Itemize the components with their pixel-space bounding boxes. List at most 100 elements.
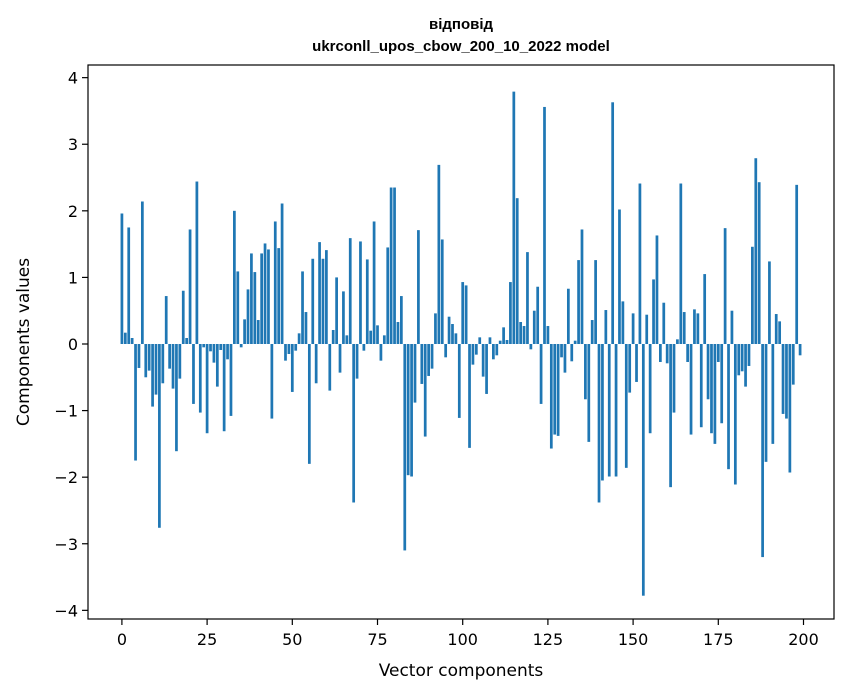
bar-22 <box>195 181 199 344</box>
bar-100 <box>461 282 465 344</box>
plot-frame <box>87 64 835 620</box>
x-tick-label: 200 <box>788 630 819 649</box>
bar-53 <box>301 271 304 344</box>
bar-108 <box>488 337 492 344</box>
bar-16 <box>175 344 178 452</box>
bar-118 <box>522 326 526 344</box>
bar-0 <box>120 213 124 344</box>
bar-188 <box>761 344 764 558</box>
bar-97 <box>451 324 454 344</box>
bar-140 <box>597 344 601 503</box>
bar-193 <box>778 321 782 344</box>
bar-174 <box>713 344 717 444</box>
bar-32 <box>229 344 233 416</box>
bar-93 <box>437 164 441 344</box>
bar-147 <box>621 301 625 344</box>
bar-7 <box>144 344 148 378</box>
bar-15 <box>171 344 175 389</box>
bar-194 <box>781 344 785 414</box>
bar-133 <box>573 340 577 344</box>
bar-42 <box>263 243 267 344</box>
x-tick-label: 50 <box>282 630 302 649</box>
bar-172 <box>706 344 710 400</box>
x-tick-label: 0 <box>117 630 127 649</box>
bar-106 <box>481 344 485 377</box>
x-tick-label: 100 <box>447 630 478 649</box>
bar-98 <box>454 333 458 344</box>
bar-177 <box>723 228 727 344</box>
bar-18 <box>181 290 185 344</box>
bar-57 <box>314 344 318 384</box>
bar-129 <box>560 344 563 358</box>
bar-112 <box>502 327 505 344</box>
bar-60 <box>325 250 328 344</box>
bar-192 <box>774 314 778 344</box>
bar-183 <box>744 344 747 387</box>
bar-5 <box>137 344 141 368</box>
x-axis-ticks: 0 25 50 75 100 125 150 175 200 <box>117 619 819 649</box>
bar-84 <box>406 344 410 476</box>
x-axis-label: Vector components <box>379 661 544 681</box>
bars-group <box>120 91 802 596</box>
bar-143 <box>607 344 611 477</box>
bar-163 <box>676 339 679 344</box>
bar-37 <box>246 289 250 344</box>
bar-86 <box>413 344 417 403</box>
bar-150 <box>631 313 635 344</box>
bar-24 <box>202 344 206 348</box>
bar-116 <box>515 198 519 344</box>
bar-138 <box>590 320 594 344</box>
bar-158 <box>659 344 662 362</box>
bar-109 <box>492 344 495 360</box>
y-tick-label: 4 <box>68 69 78 88</box>
bar-33 <box>233 210 236 344</box>
bar-198 <box>795 184 799 344</box>
bar-102 <box>468 344 471 448</box>
bar-74 <box>372 221 376 344</box>
bar-65 <box>342 291 345 344</box>
bar-77 <box>382 335 386 344</box>
bar-85 <box>410 344 413 477</box>
bar-164 <box>679 183 683 344</box>
y-tick-label: −3 <box>54 535 78 554</box>
bar-41 <box>260 253 263 344</box>
bar-76 <box>379 344 383 361</box>
bar-156 <box>652 279 655 344</box>
y-tick-label: 0 <box>68 335 78 354</box>
bar-55 <box>307 344 311 464</box>
bar-146 <box>618 209 621 344</box>
bar-180 <box>733 344 737 485</box>
bar-94 <box>440 239 444 344</box>
bar-72 <box>365 259 369 344</box>
bar-40 <box>256 320 260 344</box>
bar-96 <box>447 316 451 344</box>
bar-81 <box>396 322 400 344</box>
bar-149 <box>628 344 632 393</box>
bar-107 <box>485 344 488 394</box>
bar-31 <box>226 344 229 360</box>
bar-123 <box>539 344 543 404</box>
y-tick-label: 1 <box>68 268 78 287</box>
bar-171 <box>703 274 707 344</box>
bar-91 <box>430 344 434 369</box>
bar-160 <box>665 344 669 364</box>
bar-144 <box>611 102 615 344</box>
bar-75 <box>376 325 379 344</box>
bar-137 <box>587 344 591 442</box>
bar-157 <box>655 235 659 344</box>
bar-101 <box>464 285 468 344</box>
bar-19 <box>185 338 189 344</box>
bar-78 <box>386 247 390 344</box>
bar-114 <box>509 282 512 344</box>
bar-105 <box>478 337 482 344</box>
bar-51 <box>294 344 298 351</box>
bar-181 <box>737 344 741 376</box>
bar-122 <box>536 286 540 344</box>
bar-2 <box>127 227 131 344</box>
bar-117 <box>519 322 523 344</box>
y-axis-label: Components values <box>14 258 34 426</box>
bar-69 <box>355 344 359 379</box>
bar-159 <box>662 302 666 344</box>
bar-59 <box>321 258 325 344</box>
bar-61 <box>328 344 332 391</box>
